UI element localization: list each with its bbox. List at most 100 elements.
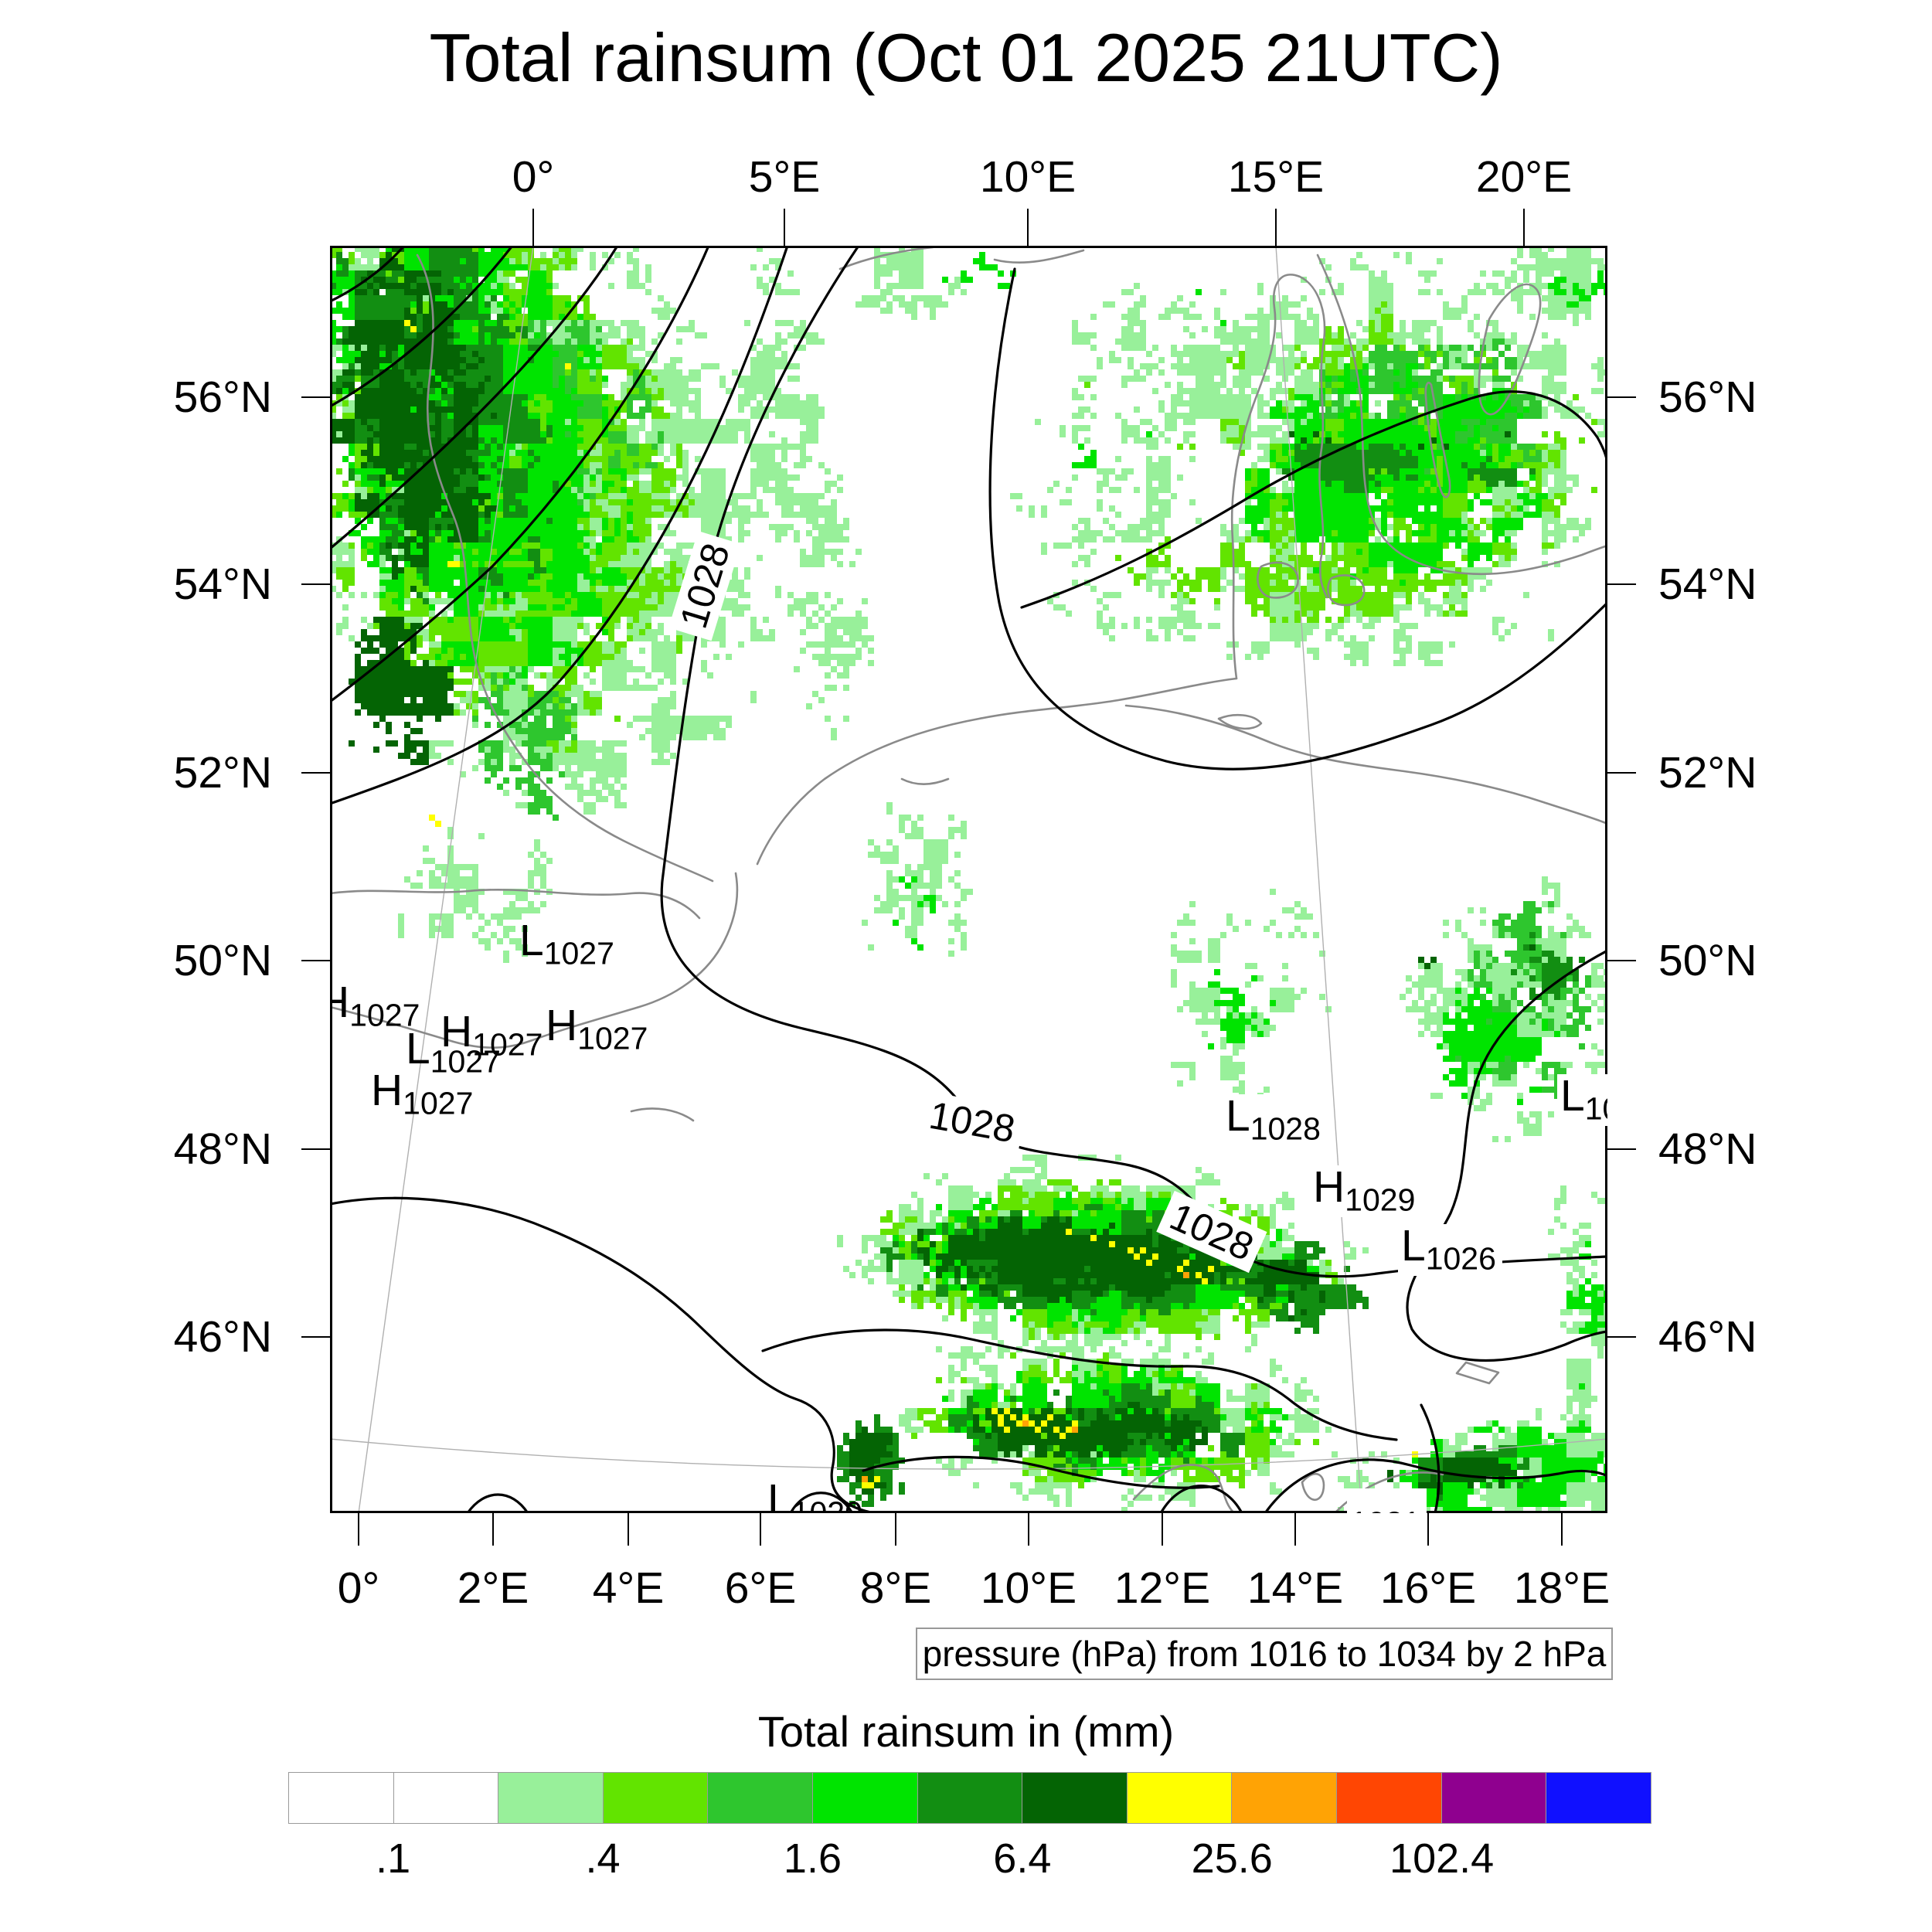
- colorbar: [288, 1772, 1651, 1824]
- axis-tick: [1427, 1513, 1429, 1546]
- axis-tick: [301, 583, 330, 585]
- left-axis-label: 52°N: [173, 748, 272, 798]
- bottom-axis-label: 2°E: [457, 1563, 529, 1613]
- map-path: [1316, 253, 1607, 576]
- map-path: [330, 888, 701, 920]
- map-path: [330, 246, 619, 550]
- colorbar-tick-label: 25.6: [1191, 1835, 1273, 1882]
- bottom-axis-label: 18°E: [1513, 1563, 1611, 1613]
- colorbar-cell-3: [603, 1772, 709, 1824]
- map-path: [1478, 283, 1542, 416]
- map-path: [330, 246, 406, 303]
- left-axis-label: 56°N: [173, 372, 272, 422]
- pressure-center-L1027: L1027: [519, 916, 614, 971]
- axis-tick: [1275, 209, 1277, 246]
- axis-tick: [1027, 209, 1029, 246]
- pressure-center-H1029: H1029: [1310, 1165, 1422, 1218]
- map-path: [1275, 246, 1362, 1513]
- colorbar-cell-4: [708, 1772, 814, 1824]
- axis-tick: [1607, 583, 1636, 585]
- colorbar-cell-11: [1441, 1772, 1547, 1824]
- top-axis-label: 10°E: [979, 152, 1077, 202]
- axis-tick: [301, 1148, 330, 1150]
- map-path: [1455, 1361, 1500, 1385]
- left-axis-label: 46°N: [173, 1312, 272, 1362]
- bottom-axis-label: 14°E: [1247, 1563, 1344, 1613]
- axis-tick: [1607, 772, 1636, 774]
- map-path: [330, 246, 710, 703]
- axis-tick: [358, 1513, 359, 1546]
- right-axis-label: 54°N: [1658, 560, 1757, 609]
- map-path: [1333, 1471, 1444, 1513]
- colorbar-tick-label: 1.6: [783, 1835, 842, 1882]
- map-path: [761, 1328, 1398, 1441]
- map-canvas: L1027 H1027 H1027 H1027 L1027 H1027 L1028 H1029…: [330, 246, 1607, 1513]
- top-axis-label: 20°E: [1475, 152, 1573, 202]
- colorbar-tick-label: .4: [585, 1835, 621, 1882]
- map-path: [900, 777, 950, 786]
- top-axis-label: 0°: [512, 152, 555, 202]
- pressure-center-L1028: L1028: [1223, 1094, 1327, 1147]
- axis-tick: [1607, 396, 1636, 398]
- right-axis-label: 52°N: [1658, 748, 1757, 798]
- map-path: [993, 249, 1085, 264]
- map-frame: [330, 246, 1607, 1513]
- map-path: [1132, 1464, 1236, 1513]
- map-path: [630, 1107, 695, 1122]
- colorbar-cell-5: [813, 1772, 918, 1824]
- colorbar-cell-2: [498, 1772, 604, 1824]
- map-path: [862, 1455, 1220, 1489]
- map-path: [1020, 390, 1607, 609]
- axis-tick: [492, 1513, 494, 1546]
- axis-tick: [301, 772, 330, 774]
- left-axis-label: 54°N: [173, 560, 272, 609]
- colorbar-title: Total rainsum in (mm): [757, 1707, 1175, 1756]
- bottom-axis-label: 10°E: [980, 1563, 1077, 1613]
- axis-tick: [1561, 1513, 1563, 1546]
- colorbar-cell-12: [1546, 1772, 1651, 1824]
- pressure-center-H1027: H1027: [546, 1001, 648, 1056]
- pressure-center-val1021: 1021: [1347, 1488, 1427, 1513]
- map-path: [330, 246, 514, 408]
- map-path: [1264, 1458, 1607, 1513]
- colorbar-cell-0: [288, 1772, 394, 1824]
- colorbar-cell-10: [1337, 1772, 1442, 1824]
- map-path: [838, 246, 934, 270]
- top-axis-label: 5°E: [748, 152, 821, 202]
- map-path: [1159, 1485, 1243, 1513]
- axis-tick: [301, 396, 330, 398]
- coastline-layer: [330, 246, 1607, 1513]
- left-axis-label: 50°N: [173, 936, 272, 985]
- colorbar-cell-7: [1022, 1772, 1128, 1824]
- axis-tick: [1607, 1336, 1636, 1338]
- right-axis-label: 56°N: [1658, 372, 1757, 422]
- colorbar-tick-label: 102.4: [1389, 1835, 1495, 1882]
- axis-tick: [784, 209, 785, 246]
- axis-tick: [1162, 1513, 1163, 1546]
- rainfall-field: [330, 246, 1607, 1513]
- map-path: [1217, 713, 1263, 730]
- bottom-axis-label: 0°: [337, 1563, 380, 1613]
- map-path: [1424, 381, 1451, 498]
- pressure-center-H1027: H1027: [371, 1066, 474, 1121]
- pressure-caption-text: pressure (hPa) from 1016 to 1034 by 2 hP…: [922, 1634, 1607, 1674]
- map-path: [330, 1438, 1607, 1470]
- map-path: [1327, 574, 1366, 607]
- axis-tick: [760, 1513, 761, 1546]
- axis-tick: [1607, 960, 1636, 961]
- map-path: [756, 677, 1238, 866]
- axis-tick: [1523, 209, 1525, 246]
- colorbar-tick-label: 6.4: [993, 1835, 1052, 1882]
- axis-tick: [1294, 1513, 1296, 1546]
- map-path: [330, 872, 739, 1049]
- rain-level-2: [330, 246, 1607, 1513]
- pressure-center-L10: L10: [1557, 1074, 1607, 1127]
- bottom-axis-label: 4°E: [592, 1563, 665, 1613]
- pressure-center-H1027: H1027: [330, 978, 420, 1033]
- right-axis-label: 50°N: [1658, 936, 1757, 985]
- map-path: [1420, 1403, 1440, 1513]
- bottom-axis-label: 8°E: [859, 1563, 932, 1613]
- axis-tick: [1028, 1513, 1029, 1546]
- map-path: [358, 246, 534, 1513]
